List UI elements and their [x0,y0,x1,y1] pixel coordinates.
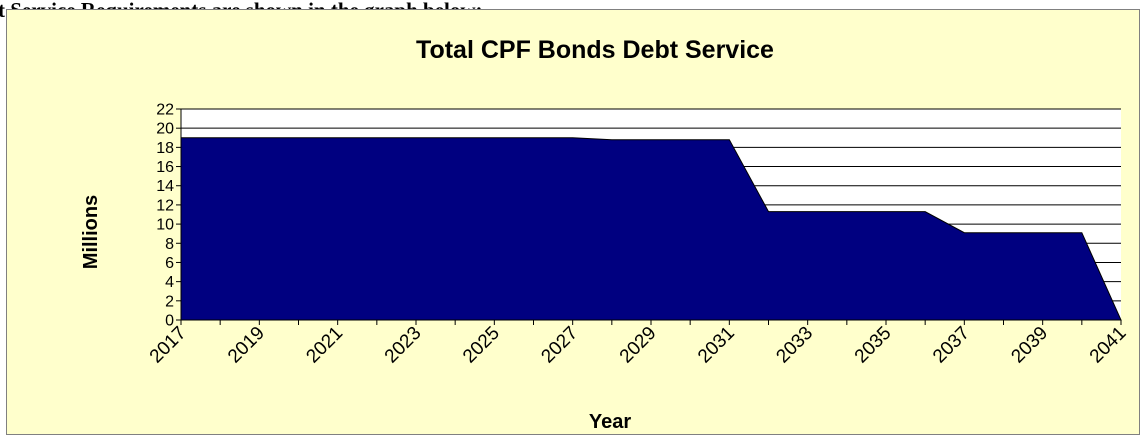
x-tick-label: 2037 [929,323,974,368]
y-tick-label: 4 [165,274,174,291]
area-series [180,137,1122,321]
x-tick-label: 2029 [616,323,661,368]
x-tick-label: 2017 [146,323,191,368]
y-tick-label: 20 [156,121,174,138]
y-tick-label: 16 [156,159,174,176]
x-tick-label: 2021 [302,323,347,368]
y-tick-label: 0 [165,313,174,330]
axes [176,108,1122,325]
y-tick-label: 8 [165,236,174,253]
x-tick-label: 2025 [459,323,504,368]
x-tick-label: 2041 [1086,323,1131,368]
y-tick-label: 6 [165,255,174,272]
area-layer [180,137,1122,321]
x-axis-title: Year [589,411,631,433]
x-tick-label: 2035 [851,323,896,368]
y-axis-title: Millions [80,195,102,269]
y-tick-label: 10 [156,217,174,234]
x-tick-label: 2023 [381,323,426,368]
chart-title: Total CPF Bonds Debt Service [416,36,774,64]
x-tick-label: 2031 [694,323,739,368]
y-tick-label: 12 [156,197,174,214]
x-tick-label: 2039 [1007,323,1052,368]
y-tick-label: 22 [156,102,174,119]
x-tick-labels: 2017 2019 2021 2023 2025 2027 2029 2031 2033 2035… [146,323,1131,368]
y-tick-label: 14 [156,178,174,195]
y-tick-label: 18 [156,140,174,157]
y-tick-labels: 0 2 4 6 8 10 12 14 16 18 20 22 [156,102,174,330]
x-tick-label: 2027 [537,323,582,368]
x-tick-label: 2033 [772,323,817,368]
y-tick-label: 2 [165,293,174,310]
x-tick-label: 2019 [224,323,269,368]
